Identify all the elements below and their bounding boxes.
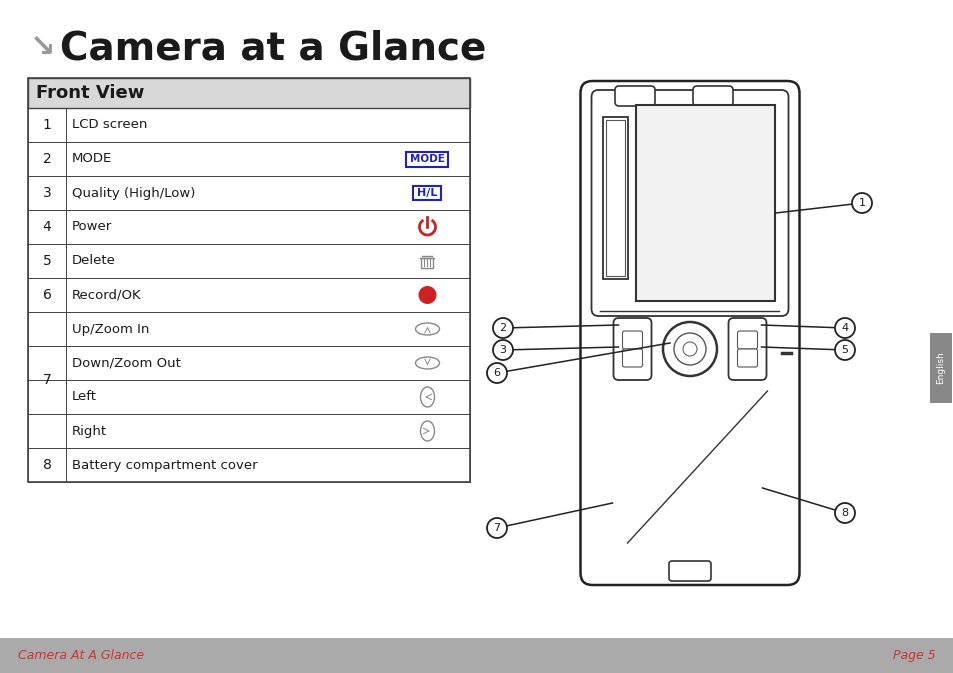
Text: 3: 3 <box>43 186 51 200</box>
FancyBboxPatch shape <box>622 331 641 349</box>
Text: 2: 2 <box>499 323 506 333</box>
FancyBboxPatch shape <box>615 86 655 106</box>
Circle shape <box>493 318 513 338</box>
Text: ↘: ↘ <box>30 34 55 63</box>
Bar <box>28 278 470 312</box>
Text: 8: 8 <box>43 458 51 472</box>
Text: 1: 1 <box>858 198 864 208</box>
Circle shape <box>682 342 697 356</box>
Text: 5: 5 <box>841 345 847 355</box>
FancyBboxPatch shape <box>692 86 732 106</box>
Text: Record/OK: Record/OK <box>71 289 141 302</box>
Bar <box>28 108 470 142</box>
Text: Camera at a Glance: Camera at a Glance <box>60 29 486 67</box>
Circle shape <box>418 286 436 304</box>
Bar <box>929 333 951 403</box>
Bar <box>28 380 470 414</box>
Text: 6: 6 <box>43 288 51 302</box>
Text: 8: 8 <box>841 508 847 518</box>
Bar <box>28 78 470 108</box>
FancyBboxPatch shape <box>668 561 710 581</box>
Text: MODE: MODE <box>71 153 112 166</box>
Bar <box>28 244 470 278</box>
Text: 4: 4 <box>841 323 847 333</box>
Text: 7: 7 <box>43 373 51 387</box>
Text: Down/Zoom Out: Down/Zoom Out <box>71 357 181 369</box>
Bar <box>406 151 448 166</box>
Bar <box>28 78 470 482</box>
Bar <box>0 638 953 673</box>
Circle shape <box>673 333 705 365</box>
Text: Right: Right <box>71 425 107 437</box>
Text: 6: 6 <box>493 368 500 378</box>
FancyBboxPatch shape <box>728 318 765 380</box>
Bar <box>28 142 470 176</box>
Text: 5: 5 <box>43 254 51 268</box>
FancyBboxPatch shape <box>613 318 651 380</box>
Circle shape <box>834 340 854 360</box>
Bar <box>28 210 470 244</box>
Bar <box>603 117 628 279</box>
Text: Quality (High/Low): Quality (High/Low) <box>71 186 195 199</box>
Circle shape <box>486 518 506 538</box>
Bar <box>28 176 470 210</box>
Bar <box>413 186 441 200</box>
Text: H/L: H/L <box>416 188 437 198</box>
Bar <box>636 105 775 301</box>
Text: 3: 3 <box>499 345 506 355</box>
FancyBboxPatch shape <box>737 331 757 349</box>
Text: Left: Left <box>71 390 97 404</box>
Text: LCD screen: LCD screen <box>71 118 147 131</box>
Bar <box>421 258 433 268</box>
Text: 1: 1 <box>43 118 51 132</box>
Text: Delete: Delete <box>71 254 115 267</box>
Circle shape <box>662 322 717 376</box>
Circle shape <box>834 318 854 338</box>
FancyBboxPatch shape <box>579 81 799 585</box>
Text: Page 5: Page 5 <box>892 649 935 662</box>
Text: 7: 7 <box>493 523 500 533</box>
FancyBboxPatch shape <box>591 90 788 316</box>
Text: Front View: Front View <box>36 84 144 102</box>
Bar <box>28 346 470 380</box>
Circle shape <box>486 363 506 383</box>
FancyBboxPatch shape <box>737 349 757 367</box>
Circle shape <box>493 340 513 360</box>
Circle shape <box>851 193 871 213</box>
Text: Up/Zoom In: Up/Zoom In <box>71 322 150 336</box>
Text: 2: 2 <box>43 152 51 166</box>
Text: Power: Power <box>71 221 112 234</box>
Text: 4: 4 <box>43 220 51 234</box>
Bar <box>28 414 470 448</box>
Text: Battery compartment cover: Battery compartment cover <box>71 458 257 472</box>
Bar <box>28 312 470 346</box>
Circle shape <box>834 503 854 523</box>
Text: English: English <box>936 351 944 384</box>
Text: MODE: MODE <box>410 154 444 164</box>
Bar <box>606 120 625 276</box>
Bar <box>28 448 470 482</box>
Text: Camera At A Glance: Camera At A Glance <box>18 649 144 662</box>
FancyBboxPatch shape <box>622 349 641 367</box>
